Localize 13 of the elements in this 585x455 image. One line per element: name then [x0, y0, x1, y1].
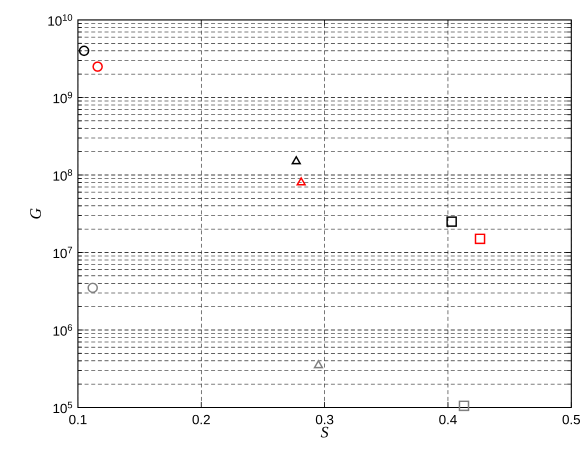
y-tick-label: 10$^{10}$ [48, 14, 72, 26]
x-axis-title: S [320, 426, 328, 438]
y-tick-label: 10$^{6}$ [54, 324, 72, 336]
x-tick-label: 0.3 [316, 414, 334, 424]
y-tick-label: 10$^{5}$ [54, 402, 72, 413]
x-tick-label: 0.1 [69, 414, 87, 424]
y-axis-title: G [30, 208, 41, 218]
y-tick-label: 10$^{8}$ [54, 169, 72, 180]
x-tick-label: 0.2 [192, 414, 210, 424]
x-tick-label: 0.5 [562, 414, 580, 424]
y-tick-label: 10$^{9}$ [54, 92, 72, 103]
y-tick-label: 10$^{7}$ [54, 246, 72, 258]
x-tick-label: 0.4 [439, 414, 457, 424]
